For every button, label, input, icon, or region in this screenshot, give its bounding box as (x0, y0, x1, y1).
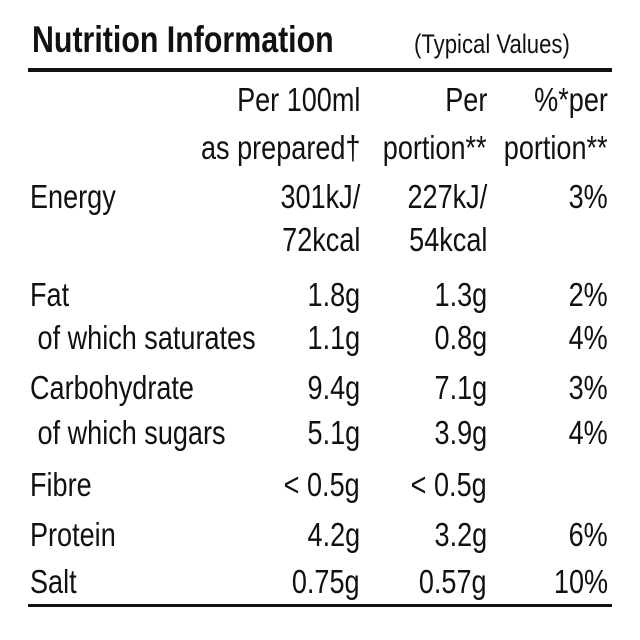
cell: 1.8g (307, 276, 360, 313)
cell: 9.4g (307, 369, 360, 406)
column-header: as prepared† (200, 129, 360, 166)
cell: 4.2g (307, 516, 360, 553)
row-label: Salt (30, 563, 77, 600)
cell: 54kcal (408, 221, 487, 258)
cell: < 0.5g (411, 466, 487, 503)
column-header: Per (444, 81, 487, 118)
cell: 72kcal (281, 221, 360, 258)
cell: 0.75g (292, 563, 360, 600)
column-header: Per 100ml (236, 81, 360, 118)
row-label: of which sugars (30, 414, 226, 451)
row-label: Carbohydrate (30, 369, 194, 406)
row-label: Fibre (30, 466, 92, 503)
cell: 2% (568, 276, 608, 313)
top-rule (28, 68, 612, 72)
cell: 3.9g (434, 414, 487, 451)
cell: 301kJ/ (280, 178, 360, 215)
cell: 4% (568, 414, 608, 451)
cell: 1.1g (307, 319, 360, 356)
cell: 1.3g (434, 276, 487, 313)
cell: 0.8g (434, 319, 487, 356)
title: Nutrition Information (32, 19, 334, 60)
row-label: Fat (30, 276, 70, 313)
cell: 3.2g (434, 516, 487, 553)
cell: < 0.5g (284, 466, 360, 503)
column-header: portion** (504, 129, 608, 166)
cell: 6% (568, 516, 608, 553)
column-header: portion** (383, 129, 487, 166)
cell: 7.1g (434, 369, 487, 406)
row-label: Protein (30, 516, 116, 553)
cell: 227kJ/ (407, 178, 487, 215)
cell: 3% (568, 369, 608, 406)
cell: 5.1g (307, 414, 360, 451)
cell: 0.57g (419, 563, 487, 600)
cell: 4% (568, 319, 608, 356)
column-header: %*per (534, 81, 608, 118)
row-label: of which saturates (30, 319, 256, 356)
cell: 3% (568, 178, 608, 215)
subtitle: (Typical Values) (414, 29, 570, 59)
bottom-rule (28, 604, 612, 607)
cell: 10% (553, 563, 608, 600)
row-label: Energy (30, 178, 116, 215)
